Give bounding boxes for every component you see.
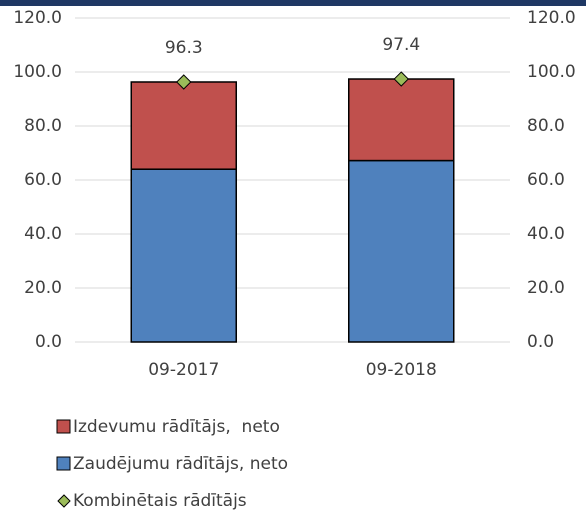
legend-label: Zaudējumu rādītājs, neto bbox=[73, 454, 288, 474]
data-label: 97.4 bbox=[382, 35, 420, 55]
y2-tick-label: 100.0 bbox=[527, 62, 576, 82]
y-tick-label: 80.0 bbox=[24, 116, 62, 136]
data-label: 96.3 bbox=[165, 38, 203, 58]
y2-tick-label: 40.0 bbox=[527, 224, 565, 244]
y-tick-label: 0.0 bbox=[35, 332, 62, 352]
bar-segment bbox=[130, 168, 237, 343]
legend-swatch bbox=[56, 419, 71, 434]
y2-tick-label: 60.0 bbox=[527, 170, 565, 190]
y2-tick-label: 80.0 bbox=[527, 116, 565, 136]
marker bbox=[393, 71, 409, 87]
y2-tick-label: 20.0 bbox=[527, 278, 565, 298]
legend-swatch bbox=[56, 456, 71, 471]
legend-swatch bbox=[57, 494, 71, 508]
bar-segment bbox=[130, 81, 237, 170]
bar-segment bbox=[348, 159, 455, 343]
header-strip bbox=[0, 0, 586, 6]
y-tick-label: 120.0 bbox=[13, 8, 62, 28]
x-tick-label: 09-2017 bbox=[148, 360, 219, 380]
y-tick-label: 20.0 bbox=[24, 278, 62, 298]
y-tick-label: 100.0 bbox=[13, 62, 62, 82]
y2-tick-label: 120.0 bbox=[527, 8, 576, 28]
legend-label: Kombinētais rādītājs bbox=[73, 491, 247, 511]
y-tick-label: 60.0 bbox=[24, 170, 62, 190]
legend-label: Izdevumu rādītājs, neto bbox=[73, 417, 280, 437]
y-tick-label: 40.0 bbox=[24, 224, 62, 244]
y2-tick-label: 0.0 bbox=[527, 332, 554, 352]
bar-segment bbox=[348, 78, 455, 162]
x-tick-label: 09-2018 bbox=[366, 360, 437, 380]
marker bbox=[176, 74, 192, 90]
